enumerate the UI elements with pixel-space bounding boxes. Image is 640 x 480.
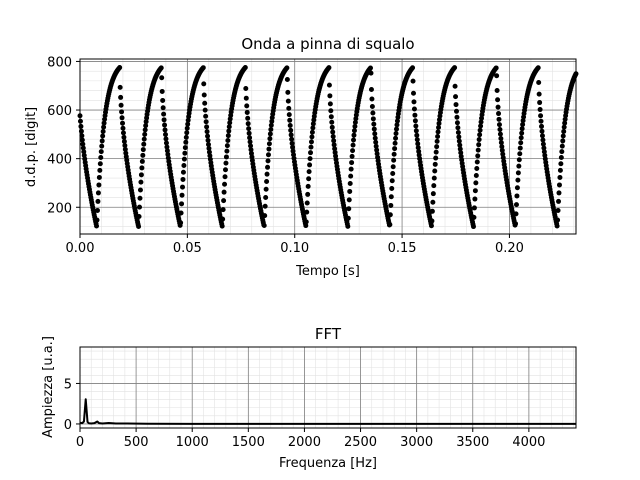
x-tick-label: 2000 — [288, 435, 321, 450]
chart-2-series — [79, 398, 576, 425]
x-tick-label: 2500 — [344, 435, 377, 450]
y-tick-label: 0 — [64, 418, 72, 433]
y-tick-label: 5 — [64, 377, 72, 392]
chart-2-frame — [79, 346, 577, 429]
y-tick-label: 200 — [47, 201, 72, 216]
chart-1-xlabel: Tempo [s] — [295, 264, 360, 279]
time-domain-chart: Onda a pinna di squalo 0.00 0.05 0.10 0.15 0… — [24, 35, 579, 279]
chart-2-grid — [79, 347, 576, 428]
x-tick-label: 3000 — [400, 435, 433, 450]
x-tick-label: 0.10 — [280, 241, 309, 256]
x-tick-label: 0.20 — [495, 241, 524, 256]
x-tick-label: 0.00 — [66, 241, 95, 256]
chart-1-ticks: 0.00 0.05 0.10 0.15 0.20 200 400 600 800 — [47, 55, 524, 256]
fft-line — [79, 398, 576, 425]
x-tick-label: 3500 — [456, 435, 489, 450]
chart-2-title: FFT — [315, 325, 342, 343]
y-tick-label: 600 — [47, 104, 72, 119]
y-tick-label: 400 — [47, 153, 72, 168]
chart-1-ylabel: d.d.p. [digit] — [24, 107, 39, 187]
x-tick-label: 1500 — [232, 435, 265, 450]
fft-chart: FFT 0 500 1000 1500 2000 2500 3000 3500 4000 0 5 F… — [41, 325, 577, 471]
chart-2-xlabel: Frequenza [Hz] — [279, 456, 377, 471]
x-tick-label: 1000 — [176, 435, 209, 450]
x-tick-label: 0.05 — [173, 241, 202, 256]
x-tick-label: 0.15 — [388, 241, 417, 256]
x-tick-label: 0 — [76, 435, 84, 450]
x-tick-label: 500 — [124, 435, 149, 450]
chart-2-ticks: 0 500 1000 1500 2000 2500 3000 3500 4000 0 5 — [64, 377, 546, 450]
chart-1-title: Onda a pinna di squalo — [241, 35, 414, 53]
y-tick-label: 800 — [47, 55, 72, 70]
chart-2-ylabel: Ampiezza [u.a.] — [41, 336, 56, 438]
chart-1-frame — [79, 58, 577, 235]
x-tick-label: 4000 — [512, 435, 545, 450]
